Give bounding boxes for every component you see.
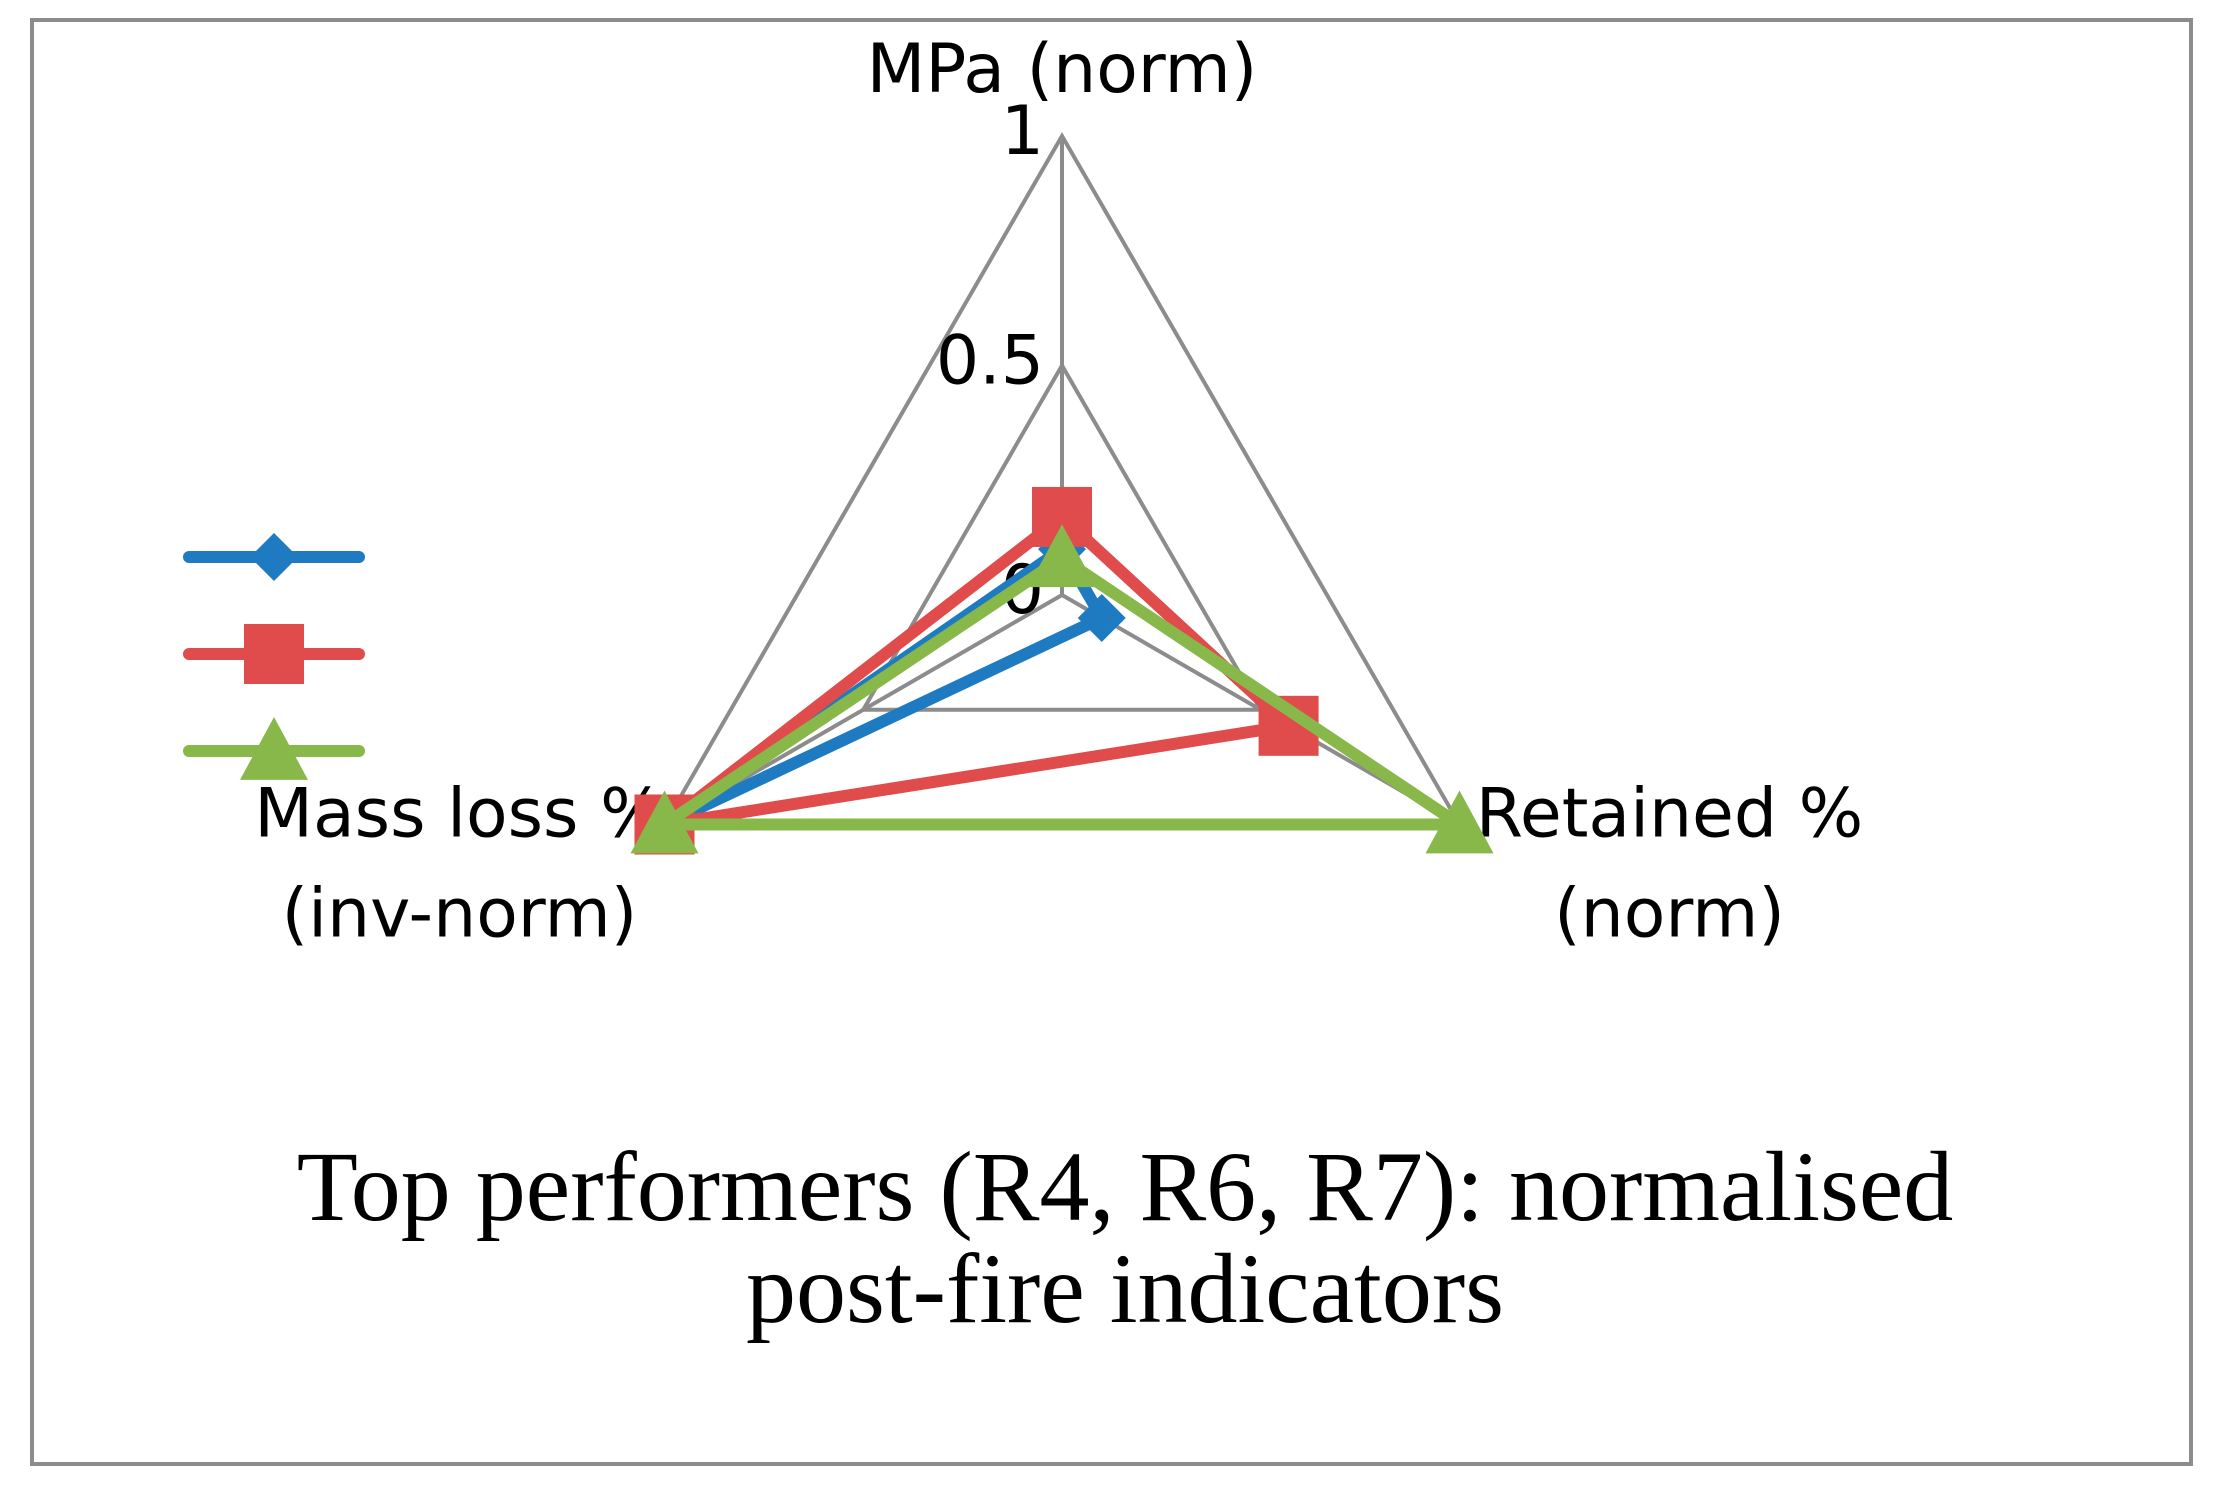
legend-marker-r7 [240, 717, 308, 780]
axis-label-line: (inv-norm) [282, 875, 638, 954]
series-point-r7-mass_loss [630, 790, 699, 854]
chart-frame: 00.51 Post-fireMPa (norm)Retained %(norm… [30, 18, 2193, 1466]
series-point-r7-retained [1425, 790, 1494, 854]
axis-label-line: Retained % [1476, 775, 1864, 854]
axis-labels: Post-fireMPa (norm) Retained % (norm) Mass … [254, 22, 1864, 954]
axis-label-line: MPa (norm) [867, 30, 1258, 109]
chart-title-line-1: Top performers (R4, R6, R7): normalised [297, 1131, 1954, 1242]
series-point-r4-retained [1077, 593, 1126, 642]
axis-label-retained: Retained % (norm) [1476, 775, 1864, 954]
legend-marker-r6 [244, 624, 304, 684]
legend-marker-r4 [250, 533, 298, 581]
data-series [630, 486, 1494, 855]
radar-spokes [663, 136, 1461, 827]
axis-label-line: Mass loss % [254, 775, 664, 854]
legend [183, 533, 365, 780]
chart-title-line-2: post-fire indicators [746, 1233, 1504, 1344]
axis-label-post_fire: Post-fireMPa (norm) [867, 22, 1258, 109]
radar-chart: 00.51 Post-fireMPa (norm)Retained %(norm… [183, 22, 1954, 1344]
axis-label-line: (norm) [1554, 875, 1785, 954]
chart-title: Top performers (R4, R6, R7): normalisedp… [297, 1131, 1954, 1344]
series-line-r7 [658, 552, 1466, 831]
series-point-r7-post_fire [1028, 524, 1096, 588]
tick-label-1: 1 [1001, 92, 1044, 171]
grid-ring-0-5 [859, 361, 1265, 712]
tick-label-0-5: 0.5 [936, 322, 1044, 401]
axis-label-mass_loss: Mass loss % (inv-norm) [254, 775, 664, 954]
series-line-r6 [658, 510, 1295, 831]
